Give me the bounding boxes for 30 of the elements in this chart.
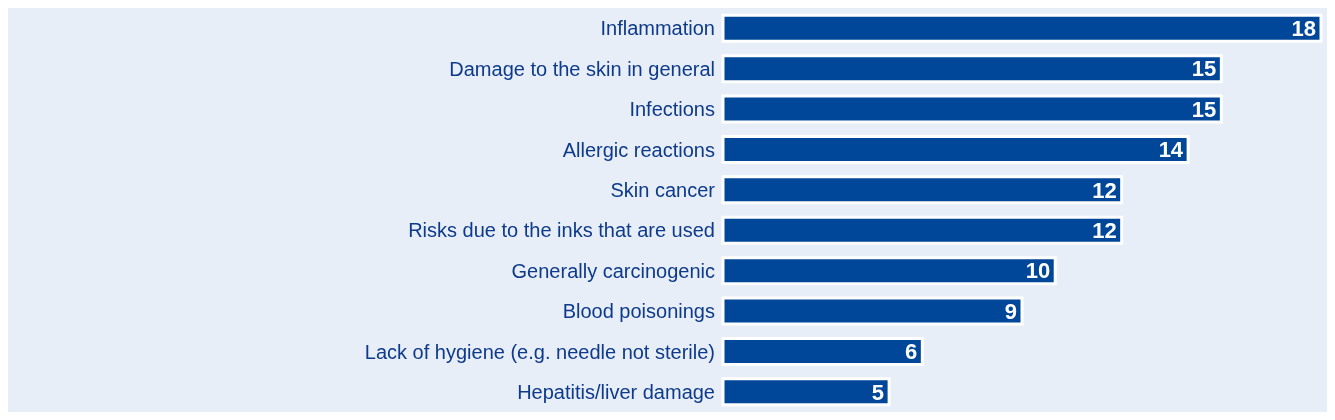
bar	[721, 175, 1124, 205]
y-tick-label: Damage to the skin in general	[449, 57, 715, 80]
y-tick-label: Lack of hygiene (e.g. needle not sterile)	[364, 340, 715, 363]
data-label: 12	[1092, 177, 1117, 203]
data-label: 15	[1191, 96, 1217, 122]
bar	[721, 134, 1190, 164]
y-tick-label: Hepatitis/liver damage	[517, 380, 715, 403]
data-label: 15	[1191, 56, 1217, 82]
y-tick-label: Infections	[629, 98, 715, 121]
y-tick-label: Skin cancer	[610, 178, 716, 201]
y-tick-label: Generally carcinogenic	[511, 259, 715, 282]
bar	[721, 336, 924, 366]
data-label: 12	[1092, 218, 1117, 244]
data-label: 14	[1158, 137, 1184, 163]
bar	[721, 256, 1057, 286]
data-label: 18	[1291, 16, 1316, 42]
y-tick-label: Blood poisonings	[562, 300, 715, 323]
bar	[721, 296, 1024, 326]
data-label: 6	[905, 339, 918, 365]
data-label: 9	[1004, 298, 1017, 324]
y-tick-label: Inflammation	[600, 17, 715, 40]
y-tick-label: Risks due to the inks that are used	[408, 219, 715, 242]
bar	[721, 54, 1223, 84]
bar	[721, 215, 1124, 245]
y-tick-label: Allergic reactions	[562, 138, 715, 161]
bar	[721, 94, 1223, 124]
bar	[721, 13, 1323, 43]
bar	[721, 377, 891, 407]
data-label: 10	[1025, 258, 1051, 284]
data-label: 5	[871, 379, 885, 405]
